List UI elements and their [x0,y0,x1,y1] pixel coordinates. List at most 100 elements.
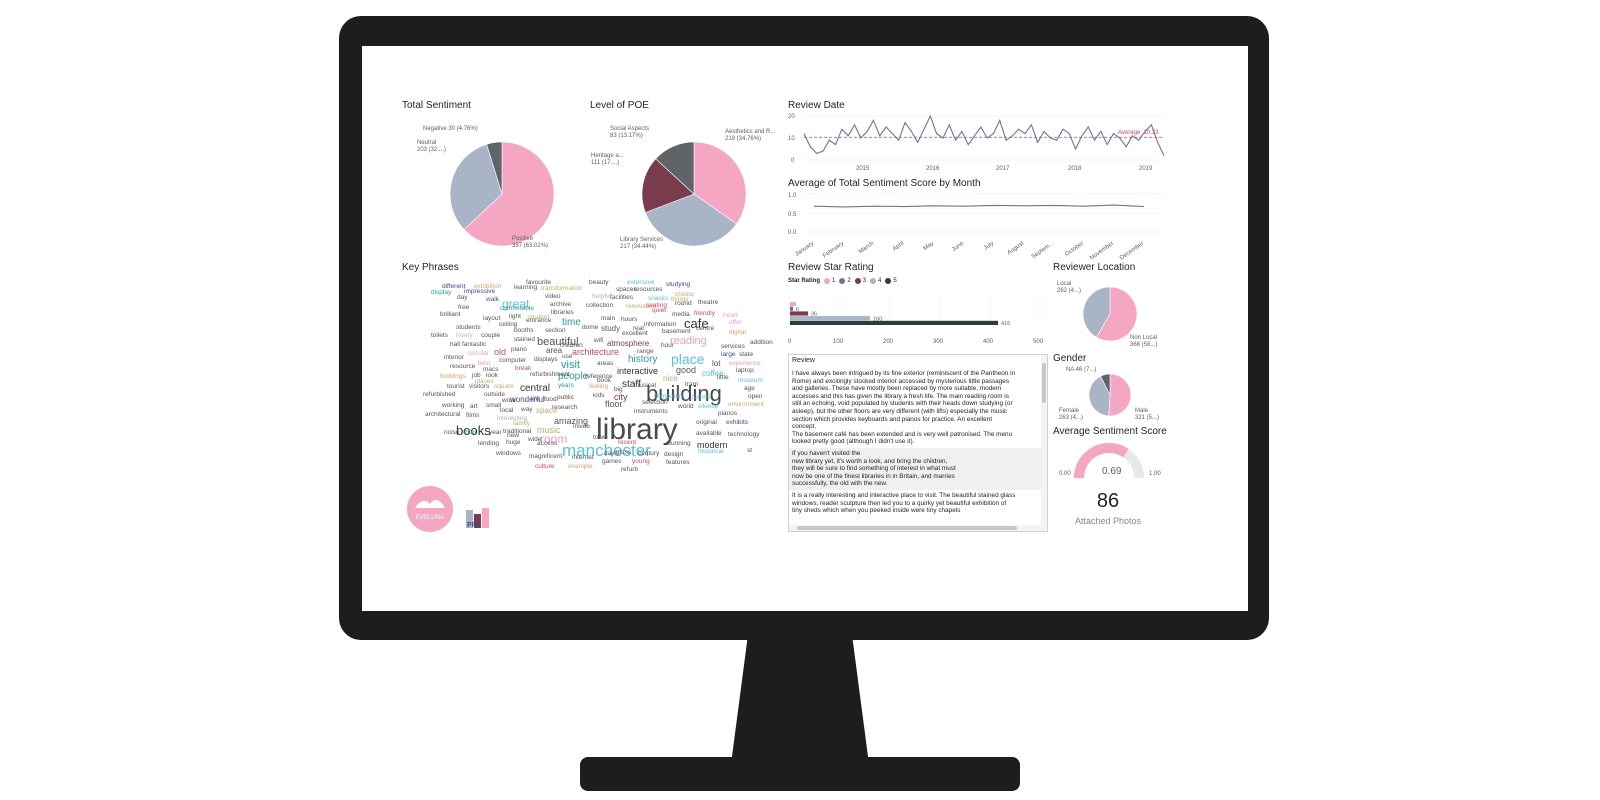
key-phrase-word[interactable]: facilities [610,294,634,301]
key-phrase-word[interactable]: areas [597,360,614,367]
key-phrase-word[interactable]: floor [605,399,623,409]
key-phrase-word[interactable]: helpful [592,293,612,300]
key-phrase-word[interactable]: offer [729,319,742,326]
key-phrase-word[interactable]: piano [511,346,527,353]
key-phrase-word[interactable]: silence [698,403,719,410]
key-phrase-word[interactable]: heart [723,312,738,319]
poe-slice-aesthetics-and-r-[interactable] [693,141,747,225]
key-phrase-word[interactable]: new [507,432,519,439]
key-phrase-word[interactable]: coffee [702,369,724,378]
review-row[interactable]: If you haven't visited the new library y… [789,447,1047,490]
key-phrase-word[interactable]: good [676,365,697,375]
key-phrase-word[interactable]: technology [728,431,760,438]
key-phrase-word[interactable]: hours [621,316,638,323]
sentiment-slice-positive[interactable] [463,141,555,247]
key-phrase-word[interactable]: best [478,360,491,367]
key-phrase-word[interactable]: state [739,351,754,358]
key-phrase-word[interactable]: historical [698,448,724,455]
key-phrase-word[interactable]: lot [712,359,721,368]
key-phrase-word[interactable]: information [644,321,677,328]
key-phrase-word[interactable]: old [494,347,507,357]
key-phrase-word[interactable]: excellent [622,330,648,337]
key-phrase-word[interactable]: lending [478,440,499,447]
key-phrase-word[interactable]: lovely [456,332,473,339]
star-bar-4[interactable] [790,316,870,321]
key-phrase-word[interactable]: original [696,419,717,426]
key-phrase-word[interactable]: round [675,300,692,307]
key-phrase-word[interactable]: amazing [554,416,589,426]
key-phrase-word[interactable]: traditional [503,428,532,435]
poe-pie[interactable] [634,134,754,254]
key-phrase-word[interactable]: interesting [497,415,527,422]
key-phrase-word[interactable]: circular [468,350,489,357]
key-phrase-word[interactable]: rooms [692,394,711,401]
key-phrase-word[interactable]: atmosphere [607,339,650,348]
legend-item-5[interactable]: 5 [885,278,897,284]
key-phrase-word[interactable]: free [458,304,470,311]
key-phrase-word[interactable]: beautiful [537,336,579,348]
key-phrase-word[interactable]: services [721,343,745,350]
key-phrase-word[interactable]: little [717,374,729,381]
key-phrase-word[interactable]: st [747,447,753,454]
review-row[interactable]: I have always been intrigued by its fine… [792,370,1016,446]
key-phrase-word[interactable]: couple [481,332,501,339]
key-phrase-word[interactable]: way [521,406,533,413]
key-phrase-word[interactable]: selection [642,399,668,406]
key-phrase-word[interactable]: staff [622,379,641,390]
key-phrase-word[interactable]: media [672,311,690,318]
key-phrase-word[interactable]: museum [738,377,763,384]
key-phrase-word[interactable]: use [562,353,573,360]
key-phrase-word[interactable]: snacks [648,295,669,302]
key-phrase-word[interactable]: shop [462,429,477,436]
key-phrase-word[interactable]: different [442,283,466,290]
key-phrase-word[interactable]: time [562,317,581,328]
star-rating-bar-chart[interactable]: 6 36 160 416 [789,296,1050,336]
review-date-line-chart[interactable] [803,114,1165,164]
total-sentiment-pie[interactable] [442,134,562,254]
key-phrase-word[interactable]: displays [534,356,558,363]
key-phrase-word[interactable]: student [528,314,550,321]
key-phrase-word[interactable]: stunning [666,440,691,447]
key-phrase-word[interactable]: range [637,348,654,355]
key-phrase-word[interactable]: impressive [464,288,496,295]
key-phrase-word[interactable]: large [721,351,736,358]
key-phrase-word[interactable]: library [596,413,678,446]
key-phrase-word[interactable]: places [475,378,494,385]
key-phrase-word[interactable]: musical [634,382,657,389]
key-phrase-word[interactable]: open [748,393,763,400]
key-phrase-word[interactable]: buildings [440,373,466,380]
key-phrase-word[interactable]: instruments [634,408,668,415]
key-phrase-word[interactable]: working [442,402,465,409]
key-phrase-word[interactable]: section [545,327,566,334]
poe-slice-heritage-a-[interactable] [641,158,695,213]
key-phrase-word[interactable]: favourite [526,279,551,286]
key-phrase-word[interactable]: food [544,396,557,403]
star-bar-5[interactable] [790,320,998,325]
key-phrase-word[interactable]: wonderful [510,395,545,404]
location-slice-local[interactable] [1082,286,1111,338]
key-phrase-word[interactable]: games [602,458,622,465]
key-phrase-word[interactable]: reading [670,335,707,347]
sentiment-slice-neutral[interactable] [449,143,503,230]
key-phrase-word[interactable]: hall [450,341,461,348]
key-phrase-word[interactable]: light [509,313,521,320]
key-phrase-word[interactable]: theatre [698,299,719,306]
key-phrase-word[interactable]: public [557,394,574,401]
key-phrase-word[interactable]: area [546,346,563,355]
key-phrase-word[interactable]: hour [661,342,675,349]
key-phrase-word[interactable]: exhibition [474,283,502,290]
key-phrase-word[interactable]: history [628,354,658,365]
review-row[interactable]: It is a really interesting and interacti… [792,491,1016,515]
key-phrase-word[interactable]: quiet [652,307,667,314]
key-phrase-word[interactable]: culture [535,463,555,470]
key-phrase-word[interactable]: windows [496,450,521,457]
key-phrase-word[interactable]: computer [499,357,527,364]
key-phrase-word[interactable]: internet [572,454,594,461]
sentiment-slice-negative[interactable] [486,141,503,195]
key-phrase-word[interactable]: studying [666,281,691,288]
key-phrase-word[interactable]: wifi [594,337,604,344]
gender-slice-female[interactable] [1088,375,1111,417]
key-phrase-word[interactable]: study [601,324,621,333]
key-phrase-word[interactable]: toilets [431,332,448,339]
review-table-header[interactable]: Review [792,357,815,364]
